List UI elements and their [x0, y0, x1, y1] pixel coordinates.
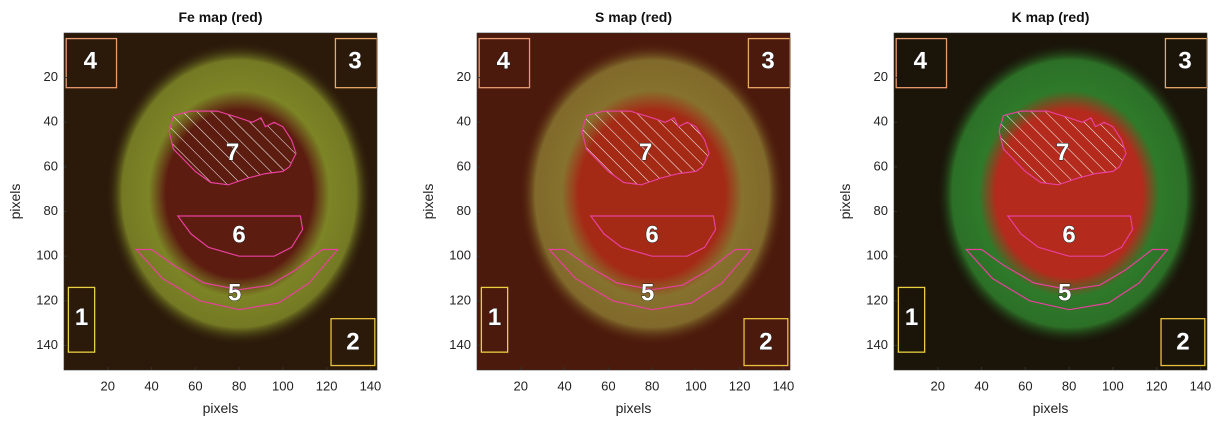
y-axis-label: pixels: [7, 184, 23, 220]
region-label: 6: [1062, 221, 1075, 248]
x-tick-label: 80: [232, 378, 246, 393]
region-outline: [168, 110, 297, 186]
panel: 1 2 3 4 5 6 7 20 40 60 80 100 120 140 20 40 60 80 100 120 14…: [7, 9, 381, 416]
region-label: 5: [228, 279, 241, 306]
x-tick-label: 40: [144, 378, 158, 393]
y-tick-label: 100: [866, 248, 888, 263]
x-tick-label: 80: [645, 378, 659, 393]
region-label: 3: [348, 47, 361, 74]
y-tick-label: 60: [44, 158, 58, 173]
region-label: 6: [645, 221, 658, 248]
region-label: 4: [84, 47, 98, 74]
x-tick-label: 20: [931, 378, 945, 393]
region-outline: [589, 215, 717, 257]
y-tick-label: 100: [449, 248, 471, 263]
y-tick-label: 120: [449, 292, 471, 307]
region-label: 2: [1176, 329, 1189, 356]
region-label: 4: [914, 47, 928, 74]
x-tick-label: 40: [974, 378, 988, 393]
region-box: [330, 318, 376, 367]
y-tick-label: 80: [874, 203, 888, 218]
region-outline: [581, 110, 710, 186]
x-axis-label: pixels: [203, 400, 239, 416]
y-tick-label: 140: [449, 337, 471, 352]
x-tick-label: 40: [557, 378, 571, 393]
region-box: [478, 37, 531, 89]
x-tick-label: 120: [1146, 378, 1168, 393]
axes-frame: [893, 32, 1208, 371]
region-label: 4: [497, 47, 511, 74]
x-tick-label: 140: [773, 378, 795, 393]
y-tick-label: 140: [36, 337, 58, 352]
region-label: 3: [1178, 47, 1191, 74]
y-tick-label: 80: [457, 203, 471, 218]
y-tick-label: 20: [44, 69, 58, 84]
chart-title: S map (red): [595, 9, 672, 25]
panel: 1 2 3 4 5 6 7 20 40 60 80 100 120 140 20 40 60 80 100 120 14…: [837, 9, 1211, 416]
axes-frame: [63, 32, 378, 371]
chart-title: Fe map (red): [178, 9, 262, 25]
region-box: [1160, 318, 1206, 367]
x-tick-label: 100: [1102, 378, 1124, 393]
region-box: [65, 37, 118, 89]
region-label: 1: [905, 304, 918, 331]
x-tick-label: 100: [272, 378, 294, 393]
y-tick-label: 140: [866, 337, 888, 352]
region-label: 7: [226, 139, 239, 166]
x-tick-label: 140: [1190, 378, 1212, 393]
y-tick-label: 60: [874, 158, 888, 173]
region-outline: [998, 110, 1127, 186]
y-tick-label: 40: [874, 114, 888, 129]
region-outline: [964, 248, 1169, 311]
y-tick-label: 80: [44, 203, 58, 218]
region-label: 5: [641, 279, 654, 306]
region-label: 2: [759, 329, 772, 356]
x-tick-label: 20: [514, 378, 528, 393]
region-box: [895, 37, 948, 89]
x-tick-label: 20: [101, 378, 115, 393]
axes-frame: [476, 32, 791, 371]
y-tick-label: 40: [44, 114, 58, 129]
x-tick-label: 60: [1018, 378, 1032, 393]
region-outline: [547, 248, 752, 311]
y-tick-label: 120: [866, 292, 888, 307]
x-tick-label: 100: [685, 378, 707, 393]
region-label: 6: [232, 221, 245, 248]
y-tick-label: 40: [457, 114, 471, 129]
region-label: 7: [639, 139, 652, 166]
y-tick-label: 120: [36, 292, 58, 307]
chart-title: K map (red): [1012, 9, 1090, 25]
y-axis-label: pixels: [420, 184, 436, 220]
y-tick-label: 20: [457, 69, 471, 84]
region-label: 7: [1056, 139, 1069, 166]
y-axis-label: pixels: [837, 184, 853, 220]
panel: 1 2 3 4 5 6 7 20 40 60 80 100 120 140 20 40 60 80 100 120 14…: [420, 9, 794, 416]
region-box: [67, 286, 96, 353]
y-tick-label: 60: [457, 158, 471, 173]
region-label: 1: [75, 304, 88, 331]
region-outline: [176, 215, 304, 257]
y-tick-label: 100: [36, 248, 58, 263]
region-box: [743, 318, 789, 367]
x-tick-label: 140: [360, 378, 382, 393]
y-tick-label: 20: [874, 69, 888, 84]
x-axis-label: pixels: [616, 400, 652, 416]
region-label: 1: [488, 304, 501, 331]
x-axis-label: pixels: [1033, 400, 1069, 416]
region-outline: [1006, 215, 1134, 257]
region-label: 2: [346, 329, 359, 356]
region-label: 3: [761, 47, 774, 74]
x-tick-label: 120: [729, 378, 751, 393]
x-tick-label: 120: [316, 378, 338, 393]
x-tick-label: 60: [188, 378, 202, 393]
region-box: [897, 286, 926, 353]
region-label: 5: [1058, 279, 1071, 306]
x-tick-label: 80: [1062, 378, 1076, 393]
region-box: [480, 286, 509, 353]
x-tick-label: 60: [601, 378, 615, 393]
region-outline: [134, 248, 339, 311]
